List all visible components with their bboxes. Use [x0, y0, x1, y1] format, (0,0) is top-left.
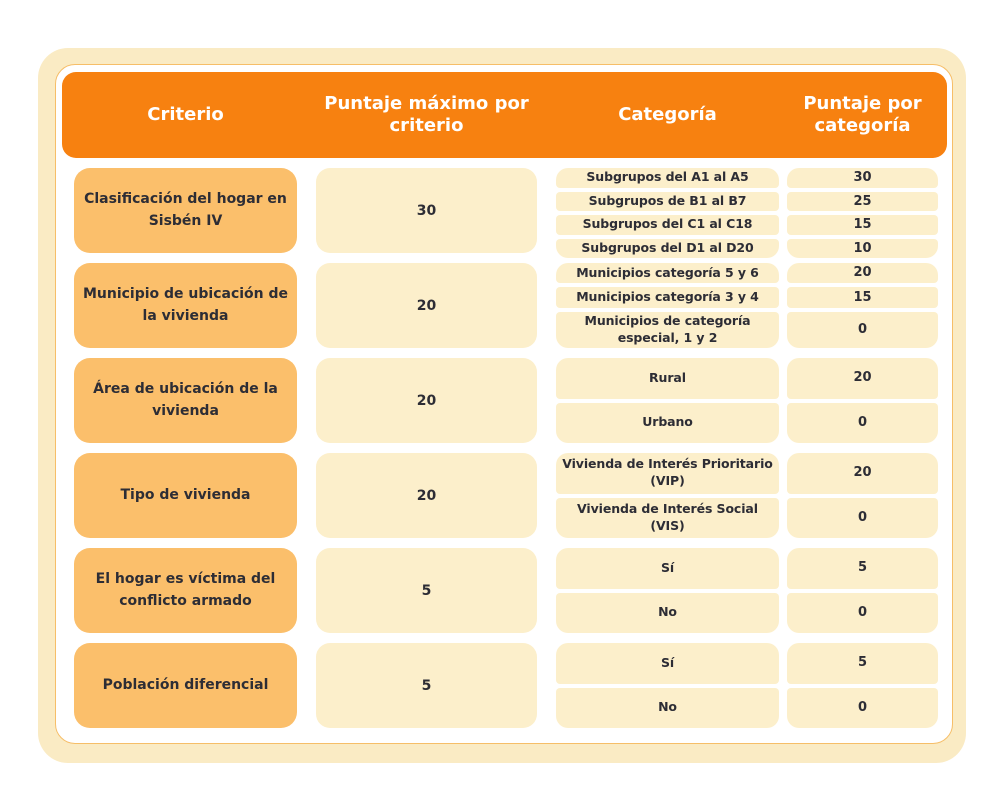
max-score-cell: 30 — [316, 168, 537, 253]
category-cell: Municipios categoría 5 y 6 — [556, 263, 779, 284]
criterion-label: El hogar es víctima del conflicto armado — [95, 570, 276, 609]
category-score-cell: 15 — [787, 215, 938, 235]
category-score-cell: 0 — [787, 497, 938, 538]
category-score-cell: 5 — [787, 548, 938, 589]
table-card: Criterio Puntaje máximo por criterio Cat… — [38, 48, 966, 763]
header-col-categoria: Categoría — [618, 103, 717, 125]
criterion-label: Municipio de ubicación de la vivienda — [82, 285, 289, 324]
category-group: Vivienda de Interés Prioritario (VIP) 20 V… — [556, 453, 938, 538]
max-score-cell: 20 — [316, 263, 537, 348]
category-score-cell: 30 — [787, 168, 938, 188]
category-score-cell: 20 — [787, 263, 938, 284]
criterion-cell: Municipio de ubicación de la vivienda — [74, 263, 297, 348]
category-group: Sí 5 No 0 — [556, 643, 938, 728]
category-cell: Subgrupos de B1 al B7 — [556, 191, 779, 212]
category-cell: Rural — [556, 358, 779, 399]
category-score-cell: 0 — [787, 592, 938, 633]
criterion-cell: Clasificación del hogar en Sisbén IV — [74, 168, 297, 253]
category-score-cell: 0 — [787, 402, 938, 443]
max-score-cell: 5 — [316, 643, 537, 728]
criterion-label: Área de ubicación de la vivienda — [93, 380, 278, 419]
category-cell: No — [556, 592, 779, 633]
max-score-cell: 20 — [316, 453, 537, 538]
category-cell: Municipios categoría 3 y 4 — [556, 287, 779, 308]
category-cell: Subgrupos del D1 al D20 — [556, 238, 779, 259]
table-row: Área de ubicación de la vivienda 20 Rural 2… — [74, 358, 939, 443]
category-group: Sí 5 No 0 — [556, 548, 938, 633]
category-cell: Subgrupos del C1 al C18 — [556, 215, 779, 235]
category-cell: Sí — [556, 548, 779, 589]
header-col-criterio: Criterio — [147, 103, 224, 125]
table-body: Clasificación del hogar en Sisbén IV 30 Su… — [56, 158, 952, 728]
category-score-cell: 15 — [787, 287, 938, 308]
table-header: Criterio Puntaje máximo por criterio Cat… — [62, 72, 947, 158]
criterion-cell: Área de ubicación de la vivienda — [74, 358, 297, 443]
category-cell: Vivienda de Interés Prioritario (VIP) — [556, 453, 779, 494]
category-score-cell: 25 — [787, 191, 938, 212]
table-panel: Criterio Puntaje máximo por criterio Cat… — [55, 64, 953, 744]
category-cell: Sí — [556, 643, 779, 684]
criterion-cell: El hogar es víctima del conflicto armado — [74, 548, 297, 633]
category-score-cell: 10 — [787, 238, 938, 259]
max-score-cell: 5 — [316, 548, 537, 633]
category-group: Rural 20 Urbano 0 — [556, 358, 938, 443]
criterion-label: Clasificación del hogar en Sisbén IV — [84, 190, 287, 229]
criterion-label: Población diferencial — [102, 676, 269, 693]
criterion-cell: Tipo de vivienda — [74, 453, 297, 538]
category-cell: Subgrupos del A1 al A5 — [556, 168, 779, 188]
header-col-puntaje-maximo: Puntaje máximo por criterio — [324, 92, 529, 137]
category-score-cell: 5 — [787, 643, 938, 684]
category-score-cell: 0 — [787, 311, 938, 348]
table-row: Tipo de vivienda 20 Vivienda de Interés Pr… — [74, 453, 939, 538]
criterion-label: Tipo de vivienda — [120, 486, 251, 503]
category-cell: Municipios de categoría especial, 1 y 2 — [556, 311, 779, 348]
category-group: Subgrupos del A1 al A5 30 Subgrupos de B1 … — [556, 168, 938, 259]
category-cell: No — [556, 687, 779, 728]
category-score-cell: 20 — [787, 358, 938, 399]
category-group: Municipios categoría 5 y 6 20 Municipios c… — [556, 263, 938, 348]
category-cell: Urbano — [556, 402, 779, 443]
category-cell: Vivienda de Interés Social (VIS) — [556, 497, 779, 538]
max-score-cell: 20 — [316, 358, 537, 443]
header-col-puntaje-categoria: Puntaje por categoría — [803, 92, 922, 137]
table-row: El hogar es víctima del conflicto armado… — [74, 548, 939, 633]
criterion-cell: Población diferencial — [74, 643, 297, 728]
category-score-cell: 20 — [787, 453, 938, 494]
category-score-cell: 0 — [787, 687, 938, 728]
table-row: Población diferencial 5 Sí 5 No 0 — [74, 643, 939, 728]
table-row: Municipio de ubicación de la vivienda 20 M… — [74, 263, 939, 348]
table-row: Clasificación del hogar en Sisbén IV 30 Su… — [74, 168, 939, 259]
